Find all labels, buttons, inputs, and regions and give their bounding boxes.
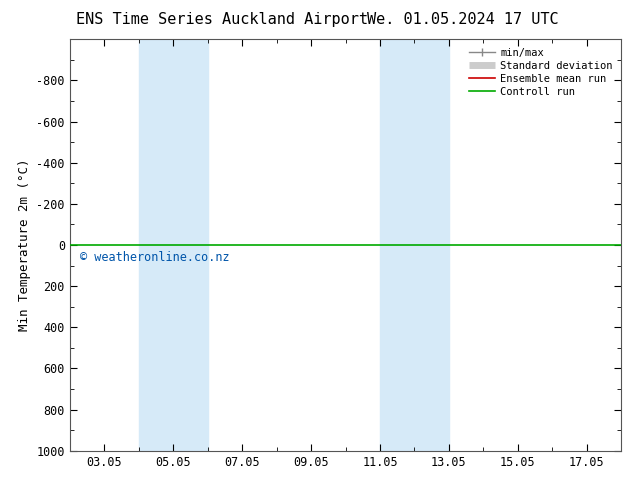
Y-axis label: Min Temperature 2m (°C): Min Temperature 2m (°C) bbox=[18, 159, 31, 331]
Legend: min/max, Standard deviation, Ensemble mean run, Controll run: min/max, Standard deviation, Ensemble me… bbox=[466, 45, 616, 100]
Bar bbox=[380, 39, 449, 451]
Text: We. 01.05.2024 17 UTC: We. 01.05.2024 17 UTC bbox=[367, 12, 559, 27]
Text: © weatheronline.co.nz: © weatheronline.co.nz bbox=[80, 251, 230, 264]
Text: ENS Time Series Auckland Airport: ENS Time Series Auckland Airport bbox=[76, 12, 368, 27]
Bar bbox=[139, 39, 207, 451]
